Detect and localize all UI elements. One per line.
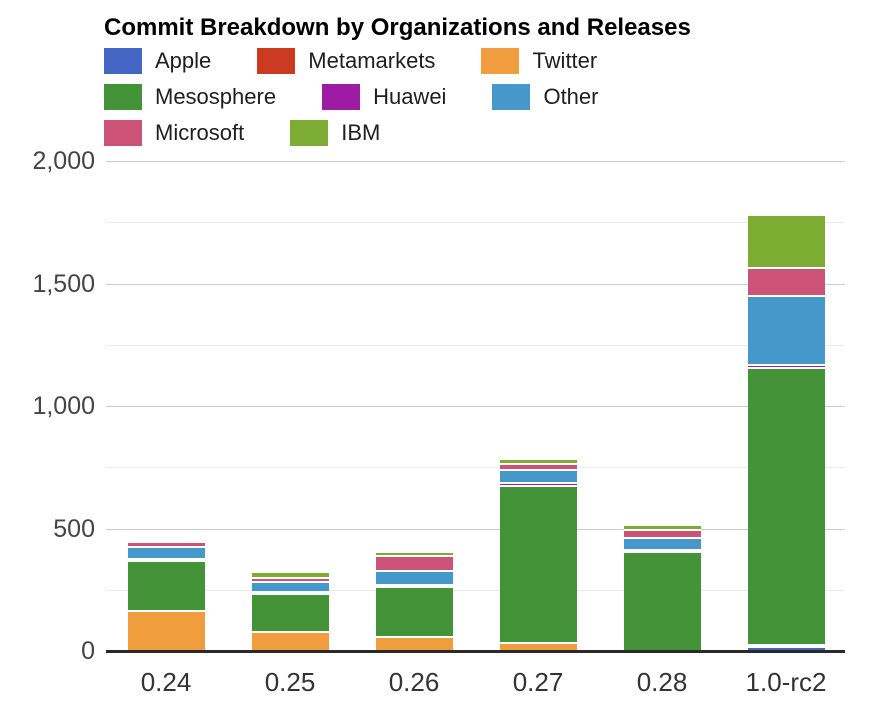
bar-segment-huawei-0.28[interactable] [623, 550, 701, 553]
legend-swatch-mesosphere-icon [104, 84, 142, 110]
legend-label-mesosphere: Mesosphere [155, 84, 277, 109]
bar-segment-mesosphere-0.27[interactable] [499, 487, 577, 645]
chart-title: Commit Breakdown by Organizations and Re… [104, 14, 691, 41]
y-axis-tick-label: 1,500 [32, 270, 95, 298]
bar-segment-mesosphere-0.26[interactable] [375, 588, 453, 639]
bar-segment-mesosphere-0.25[interactable] [251, 594, 329, 634]
legend-label-other: Other [543, 84, 599, 109]
bar-segment-microsoft-0.26[interactable] [375, 557, 453, 572]
bar-0.26[interactable] [375, 553, 453, 651]
bar-segment-other-0.25[interactable] [251, 582, 329, 593]
x-axis-label-0.26: 0.26 [388, 667, 440, 697]
bar-segment-twitter-0.26[interactable] [375, 638, 453, 651]
bar-segment-ibm-1.0-rc2[interactable] [747, 215, 825, 270]
x-axis-label-0.28: 0.28 [636, 667, 688, 697]
bar-1.0-rc2[interactable] [747, 215, 825, 651]
legend-swatch-ibm-icon [290, 120, 329, 146]
bar-segment-other-0.26[interactable] [375, 571, 453, 586]
legend-item-ibm: IBM [290, 120, 380, 146]
gridline-1500 [106, 284, 845, 285]
bar-segment-microsoft-0.28[interactable] [623, 530, 701, 539]
bar-0.28[interactable] [623, 525, 701, 651]
y-axis-tick-label: 1,000 [32, 392, 95, 420]
bar-segment-apple-1.0-rc2[interactable] [747, 647, 825, 651]
bar-segment-microsoft-0.25[interactable] [251, 579, 329, 583]
bar-segment-mesosphere-1.0-rc2[interactable] [747, 368, 825, 646]
bar-segment-ibm-0.26[interactable] [375, 553, 453, 558]
bar-0.24[interactable] [127, 540, 205, 651]
x-axis-label-0.27: 0.27 [512, 667, 564, 697]
legend-swatch-apple-icon [104, 48, 142, 74]
legend-row-1: Apple Metamarkets Twitter [104, 48, 644, 74]
bar-segment-twitter-0.24[interactable] [127, 611, 205, 651]
gridline-500 [106, 529, 845, 530]
bar-segment-mesosphere-0.28[interactable] [623, 552, 701, 651]
legend-label-apple: Apple [155, 48, 212, 73]
gridline-2000 [106, 161, 845, 162]
legend-swatch-other-icon [492, 84, 531, 110]
gridline-1750 [106, 222, 845, 223]
bar-segment-huawei-0.26[interactable] [375, 585, 453, 589]
legend-label-microsoft: Microsoft [155, 120, 245, 145]
bar-segment-huawei-1.0-rc2[interactable] [747, 366, 825, 369]
bar-segment-huawei-0.24[interactable] [127, 559, 205, 562]
y-axis-tick-label: 2,000 [32, 147, 95, 175]
gridline-750 [106, 467, 845, 468]
legend-row-2: Mesosphere Huawei Other [104, 84, 644, 110]
legend-label-metamarkets: Metamarkets [308, 48, 436, 73]
legend-item-microsoft: Microsoft [104, 120, 244, 146]
legend-item-metamarkets: Metamarkets [257, 48, 435, 74]
legend-swatch-twitter-icon [481, 48, 520, 74]
bar-0.25[interactable] [251, 573, 329, 651]
bar-segment-mesosphere-0.24[interactable] [127, 561, 205, 612]
bar-segment-ibm-0.27[interactable] [499, 459, 577, 466]
bar-segment-ibm-0.25[interactable] [251, 573, 329, 580]
x-axis-line [106, 650, 845, 653]
legend-label-ibm: IBM [341, 120, 381, 145]
bar-segment-twitter-0.27[interactable] [499, 644, 577, 651]
legend-item-apple: Apple [104, 48, 211, 74]
bar-segment-twitter-1.0-rc2[interactable] [747, 645, 825, 648]
bar-segment-huawei-0.27[interactable] [499, 484, 577, 488]
bar-segment-other-0.24[interactable] [127, 548, 205, 560]
x-axis-label-1.0-rc2: 1.0-rc2 [745, 667, 827, 697]
x-axis-label-0.25: 0.25 [264, 667, 316, 697]
gridline-250 [106, 590, 845, 591]
bar-segment-microsoft-0.24[interactable] [127, 543, 205, 549]
legend-label-huawei: Huawei [373, 84, 447, 109]
y-axis-tick-label: 0 [81, 637, 95, 665]
bar-segment-ibm-0.28[interactable] [623, 525, 701, 531]
legend-label-twitter: Twitter [532, 48, 598, 73]
x-axis-label-0.24: 0.24 [140, 667, 192, 697]
legend-item-mesosphere: Mesosphere [104, 84, 276, 110]
bar-segment-other-0.28[interactable] [623, 539, 701, 551]
legend-swatch-metamarkets-icon [257, 48, 296, 74]
legend-item-huawei: Huawei [322, 84, 446, 110]
chart-legend: Apple Metamarkets Twitter Mesosphere Huawei O… [104, 48, 644, 156]
bar-segment-other-1.0-rc2[interactable] [747, 296, 825, 367]
bar-segment-other-0.27[interactable] [499, 471, 577, 485]
legend-swatch-huawei-icon [322, 84, 361, 110]
legend-item-other: Other [492, 84, 598, 110]
legend-swatch-microsoft-icon [104, 120, 142, 146]
gridline-1250 [106, 345, 845, 346]
bar-0.27[interactable] [499, 459, 577, 651]
bar-segment-ibm-0.24[interactable] [127, 540, 205, 544]
y-axis-tick-label: 500 [53, 515, 95, 543]
bar-segment-huawei-0.25[interactable] [251, 592, 329, 595]
legend-item-twitter: Twitter [481, 48, 597, 74]
bar-segment-twitter-0.25[interactable] [251, 633, 329, 651]
bar-segment-microsoft-1.0-rc2[interactable] [747, 269, 825, 297]
legend-row-3: Microsoft IBM [104, 120, 644, 146]
gridline-1000 [106, 406, 845, 407]
bar-segment-microsoft-0.27[interactable] [499, 465, 577, 472]
